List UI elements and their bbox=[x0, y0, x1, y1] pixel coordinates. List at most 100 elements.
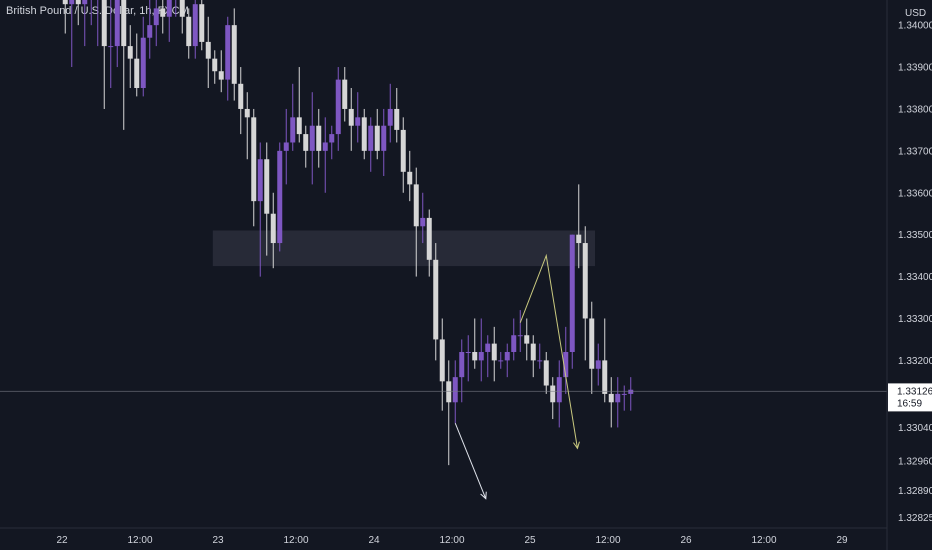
candle-body bbox=[368, 125, 374, 151]
candle bbox=[179, 0, 185, 34]
x-tick-label: 12:00 bbox=[595, 535, 620, 546]
candle-body bbox=[166, 0, 172, 17]
candle bbox=[309, 92, 315, 185]
candle bbox=[290, 83, 296, 151]
candle bbox=[608, 377, 614, 428]
candle bbox=[433, 243, 439, 361]
candle bbox=[576, 184, 582, 269]
candle-body bbox=[556, 377, 562, 403]
candle bbox=[602, 318, 608, 403]
candle-body bbox=[355, 117, 361, 126]
candle-body bbox=[569, 234, 575, 352]
candle bbox=[446, 360, 452, 466]
candle bbox=[175, 0, 177, 17]
candle bbox=[101, 0, 107, 109]
candle bbox=[556, 360, 562, 428]
candle bbox=[563, 326, 569, 394]
candle-body bbox=[342, 79, 348, 109]
candle bbox=[303, 125, 309, 168]
candle-body bbox=[108, 46, 114, 48]
candle bbox=[82, 0, 88, 47]
candle-body bbox=[537, 360, 543, 362]
forecast-arrowhead bbox=[573, 441, 580, 450]
candle-body bbox=[543, 360, 549, 386]
candle-body bbox=[283, 142, 289, 151]
candle bbox=[420, 192, 426, 244]
candle-body bbox=[231, 25, 237, 84]
candle bbox=[238, 67, 244, 135]
candle bbox=[400, 117, 406, 193]
x-axis: 22 12:00 23 12:00 24 12:00 25 12:00 26 12:00 29 bbox=[56, 535, 848, 546]
candle bbox=[121, 0, 127, 130]
candle-body bbox=[218, 71, 224, 80]
y-tick-label: 1.33500 bbox=[898, 230, 932, 241]
candle bbox=[75, 0, 81, 26]
candle bbox=[498, 352, 504, 369]
candle-body bbox=[576, 234, 582, 244]
candle bbox=[251, 108, 257, 227]
x-tick-label: 12:00 bbox=[283, 535, 308, 546]
candle-body bbox=[511, 335, 517, 352]
candle bbox=[595, 343, 601, 386]
candle bbox=[524, 318, 530, 361]
candle-body bbox=[192, 4, 198, 47]
candle bbox=[413, 167, 419, 277]
y-tick-label: 1.33800 bbox=[898, 104, 932, 115]
y-tick-label: 1.32890 bbox=[898, 486, 932, 497]
candle bbox=[296, 67, 302, 143]
candle-body bbox=[472, 352, 478, 361]
candle-body bbox=[270, 213, 276, 244]
candle bbox=[355, 92, 361, 143]
candle-body bbox=[394, 108, 400, 130]
candle bbox=[439, 318, 445, 411]
candle bbox=[426, 209, 432, 277]
candle bbox=[387, 83, 393, 143]
price-label-box bbox=[888, 383, 932, 412]
zone-layer bbox=[212, 230, 596, 267]
candle bbox=[205, 16, 211, 88]
candle bbox=[277, 142, 283, 252]
price-label-countdown: 16:59 bbox=[897, 398, 922, 409]
candle bbox=[394, 88, 400, 143]
candle-body bbox=[264, 159, 270, 214]
x-tick-label: 12:00 bbox=[751, 535, 776, 546]
candle-body bbox=[563, 352, 569, 378]
supply-zone bbox=[212, 230, 596, 267]
x-tick-label: 12:00 bbox=[127, 535, 152, 546]
candle-body bbox=[381, 125, 387, 151]
candle bbox=[283, 108, 289, 185]
candle-body bbox=[433, 259, 439, 340]
y-tick-label: 1.32825 bbox=[898, 513, 932, 524]
candle-body bbox=[400, 129, 406, 172]
candle-body bbox=[491, 343, 497, 361]
candle bbox=[381, 108, 387, 176]
candle bbox=[257, 142, 263, 277]
candle-body bbox=[303, 134, 309, 151]
candle-body bbox=[322, 142, 328, 151]
candle bbox=[114, 0, 120, 68]
candle-body bbox=[205, 41, 211, 59]
candle-body bbox=[465, 352, 471, 353]
candle bbox=[589, 301, 595, 394]
candle-body bbox=[179, 0, 185, 17]
candle-body bbox=[374, 125, 380, 151]
candle-body bbox=[335, 79, 341, 135]
candle bbox=[374, 108, 380, 160]
y-tick-label: 1.34000 bbox=[898, 21, 932, 32]
candle bbox=[621, 385, 627, 411]
candle-body bbox=[82, 0, 88, 5]
candle bbox=[504, 343, 510, 378]
candle-body bbox=[407, 171, 413, 185]
candle-body bbox=[296, 117, 302, 135]
x-tick-label: 12:00 bbox=[439, 535, 464, 546]
candle-body bbox=[277, 150, 283, 244]
candle bbox=[628, 377, 634, 411]
candle-body bbox=[199, 4, 205, 42]
forecast-layer bbox=[454, 253, 580, 500]
candle-body bbox=[478, 352, 484, 361]
candle bbox=[218, 50, 224, 93]
price-label-value: 1.33126 bbox=[897, 386, 932, 397]
candle bbox=[511, 318, 517, 361]
